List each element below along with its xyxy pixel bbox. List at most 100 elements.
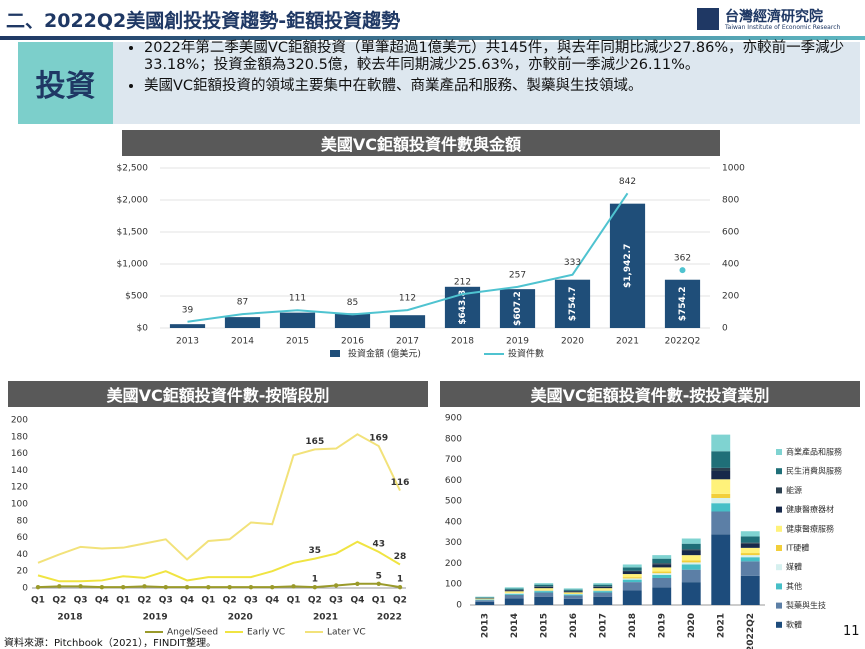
series-point — [227, 584, 232, 590]
x-tick-label: 2020 — [687, 613, 697, 638]
legend-label: IT硬體 — [786, 543, 809, 553]
bar-segment — [681, 582, 701, 605]
tick-label: $0 — [137, 324, 149, 334]
count-line — [187, 192, 629, 323]
bar-segment — [563, 588, 583, 590]
x-tick-label: 2022Q2 — [665, 337, 701, 347]
bar-segment — [593, 583, 613, 585]
bar-segment — [563, 598, 583, 605]
tick-label: 0 — [456, 601, 462, 611]
bar-segment — [593, 590, 613, 592]
tick-label: 200 — [445, 559, 462, 569]
x-tick-label: 2019 — [657, 613, 667, 638]
bar-segment — [740, 531, 760, 537]
year-label: 2018 — [57, 613, 82, 623]
series-point — [291, 584, 296, 589]
tick-label: 40 — [17, 550, 29, 560]
bar-segment — [711, 467, 731, 471]
bar — [334, 313, 371, 328]
bar-segment — [534, 596, 554, 605]
bar-segment — [504, 590, 524, 592]
legend-label: Angel/Seed — [167, 628, 218, 638]
bar-segment — [740, 547, 760, 554]
x-tick-label: Q4 — [265, 596, 279, 606]
value-label: 1 — [312, 575, 318, 585]
x-tick-label: 2016 — [341, 337, 364, 347]
line-value-label: 333 — [564, 258, 581, 268]
series-point — [248, 584, 254, 590]
bar-segment — [534, 584, 554, 587]
legend-swatch — [776, 468, 782, 475]
series-point — [397, 584, 403, 590]
bar-segment — [475, 599, 495, 601]
x-tick-label: Q1 — [31, 596, 45, 606]
chart-title: 美國VC鉅額投資件數-按階段別 — [8, 381, 428, 407]
x-tick-label: Q1 — [201, 596, 215, 606]
bar-segment — [534, 592, 554, 597]
x-tick-label: 2021 — [616, 337, 639, 347]
legend-swatch — [776, 583, 782, 590]
bar-value-label: $754.7 — [568, 286, 578, 321]
legend-swatch — [776, 506, 782, 513]
series-point — [376, 581, 381, 586]
legend-label: 健康醫療器材 — [786, 504, 834, 514]
bar-segment — [681, 550, 701, 556]
series-point — [57, 584, 62, 589]
value-label: 35 — [309, 546, 322, 556]
bar-segment — [504, 598, 524, 605]
bar-segment — [652, 573, 672, 575]
legend-swatch — [330, 350, 340, 357]
series-point — [184, 584, 190, 590]
tick-label: 400 — [722, 260, 739, 270]
x-tick-label: Q4 — [95, 596, 109, 606]
bar-segment — [622, 579, 642, 583]
bar-segment — [622, 571, 642, 575]
bar-segment — [711, 479, 731, 494]
bar-segment — [504, 594, 524, 599]
bar — [499, 289, 536, 328]
series-line — [37, 433, 401, 564]
value-label: 1 — [397, 575, 403, 585]
chart-title: 美國VC鉅額投資件數-按投資業別 — [440, 381, 860, 407]
legend-label: Later VC — [327, 628, 366, 638]
legend-swatch — [776, 564, 782, 571]
bar-segment — [681, 538, 701, 544]
series-point — [120, 584, 126, 590]
bar-segment — [652, 567, 672, 572]
bar-segment — [711, 451, 731, 468]
bar-segment — [622, 590, 642, 605]
bar-value-label: $607.2 — [513, 291, 523, 326]
legend-label: Early VC — [247, 628, 285, 638]
bar-segment — [504, 587, 524, 589]
bar-segment — [504, 588, 524, 590]
bar-segment — [740, 536, 760, 543]
year-label: 2021 — [313, 613, 338, 623]
bar-segment — [681, 562, 701, 565]
line-value-label: 362 — [674, 254, 691, 264]
bar-segment — [563, 591, 583, 593]
series-line — [37, 582, 401, 589]
tick-label: 700 — [445, 455, 462, 465]
legend-swatch — [776, 525, 782, 532]
bar — [224, 317, 261, 328]
tick-label: $2,500 — [117, 164, 149, 174]
legend-label: 能源 — [786, 485, 802, 495]
bar-segment — [622, 567, 642, 571]
bullet: 美國VC鉅額投資的領域主要集中在軟體、商業產品和服務、製藥與生技領域。 — [144, 78, 864, 95]
tick-label: 600 — [445, 476, 462, 486]
bar-segment — [652, 577, 672, 588]
bar — [609, 203, 646, 328]
x-tick-label: 2013 — [480, 613, 490, 638]
bar-segment — [711, 511, 731, 535]
legend-swatch — [776, 449, 782, 455]
count-point — [679, 267, 686, 274]
tick-label: 600 — [722, 228, 739, 238]
tick-label: 200 — [722, 292, 739, 302]
year-label: 2020 — [228, 613, 253, 623]
x-tick-label: Q3 — [74, 596, 88, 606]
bar-segment — [593, 586, 613, 589]
series-point — [35, 584, 41, 590]
bar-value-label: $754.2 — [678, 286, 688, 321]
bar-segment — [740, 561, 760, 576]
bar-segment — [593, 589, 613, 591]
